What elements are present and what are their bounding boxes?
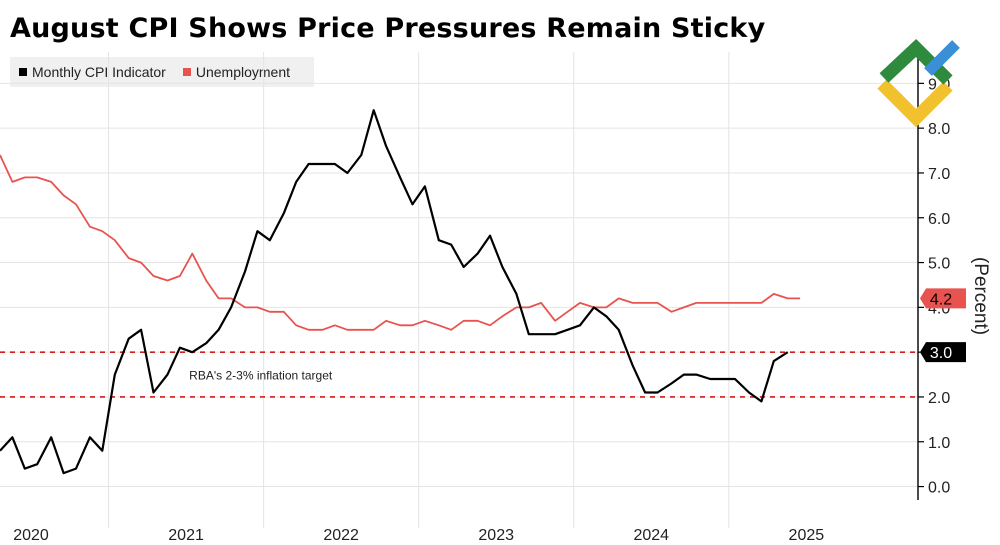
legend-label-unemployment: Unemployment [195,64,290,80]
x-tick-label-2025: 2025 [789,527,825,544]
legend-label-cpi: Monthly CPI Indicator [32,64,166,80]
legend-item-unemployment: Unemployment [182,64,290,80]
last-value-label-monthly-cpi-indicator: 3.0 [930,345,952,362]
grid-lines [0,52,918,528]
logo-blue-stroke [924,40,960,76]
annotation-inflation-target: RBA's 2-3% inflation target [189,369,333,383]
last-value-labels: 4.2 3.0 [920,288,966,363]
legend-item-cpi: Monthly CPI Indicator [19,64,166,80]
y-tick-label-2: 2.0 [928,390,950,407]
y-tick-label-8: 8.0 [928,121,950,138]
y-tick-label-5: 5.0 [928,256,950,273]
y-tick-label-6: 6.0 [928,211,950,228]
series-layer [0,109,801,475]
x-tick-label-2022: 2022 [323,527,359,544]
last-value-box-monthly-cpi-indicator [920,342,966,363]
y-axis-label: (Percent) [970,257,991,335]
legend-swatch-cpi [19,68,27,76]
y-tick-label-1: 1.0 [928,435,950,452]
x-tick-label-2024: 2024 [633,527,669,544]
x-tick-label-2021: 2021 [168,527,204,544]
y-tick-label-0: 0.0 [928,480,950,497]
logo-yellow-chevron [877,79,953,128]
annotations: RBA's 2-3% inflation target [189,369,333,383]
legend-swatch-unemployment [182,68,191,76]
reference-lines [0,351,918,398]
monthly-cpi-indicator-line [0,109,789,475]
y-tick-label-7: 7.0 [928,166,950,183]
x-axis-labels: 2020 2021 2022 2023 2024 2025 [13,527,824,544]
chart-title: August CPI Shows Price Pressures Remain … [10,13,766,44]
last-value-label-unemployment: 4.2 [930,291,952,308]
unemployment-line [0,154,801,331]
x-tick-label-2023: 2023 [478,527,514,544]
x-tick-label-2020: 2020 [13,527,49,544]
litefinance-logo [877,38,960,128]
last-value-box-unemployment [920,288,966,309]
